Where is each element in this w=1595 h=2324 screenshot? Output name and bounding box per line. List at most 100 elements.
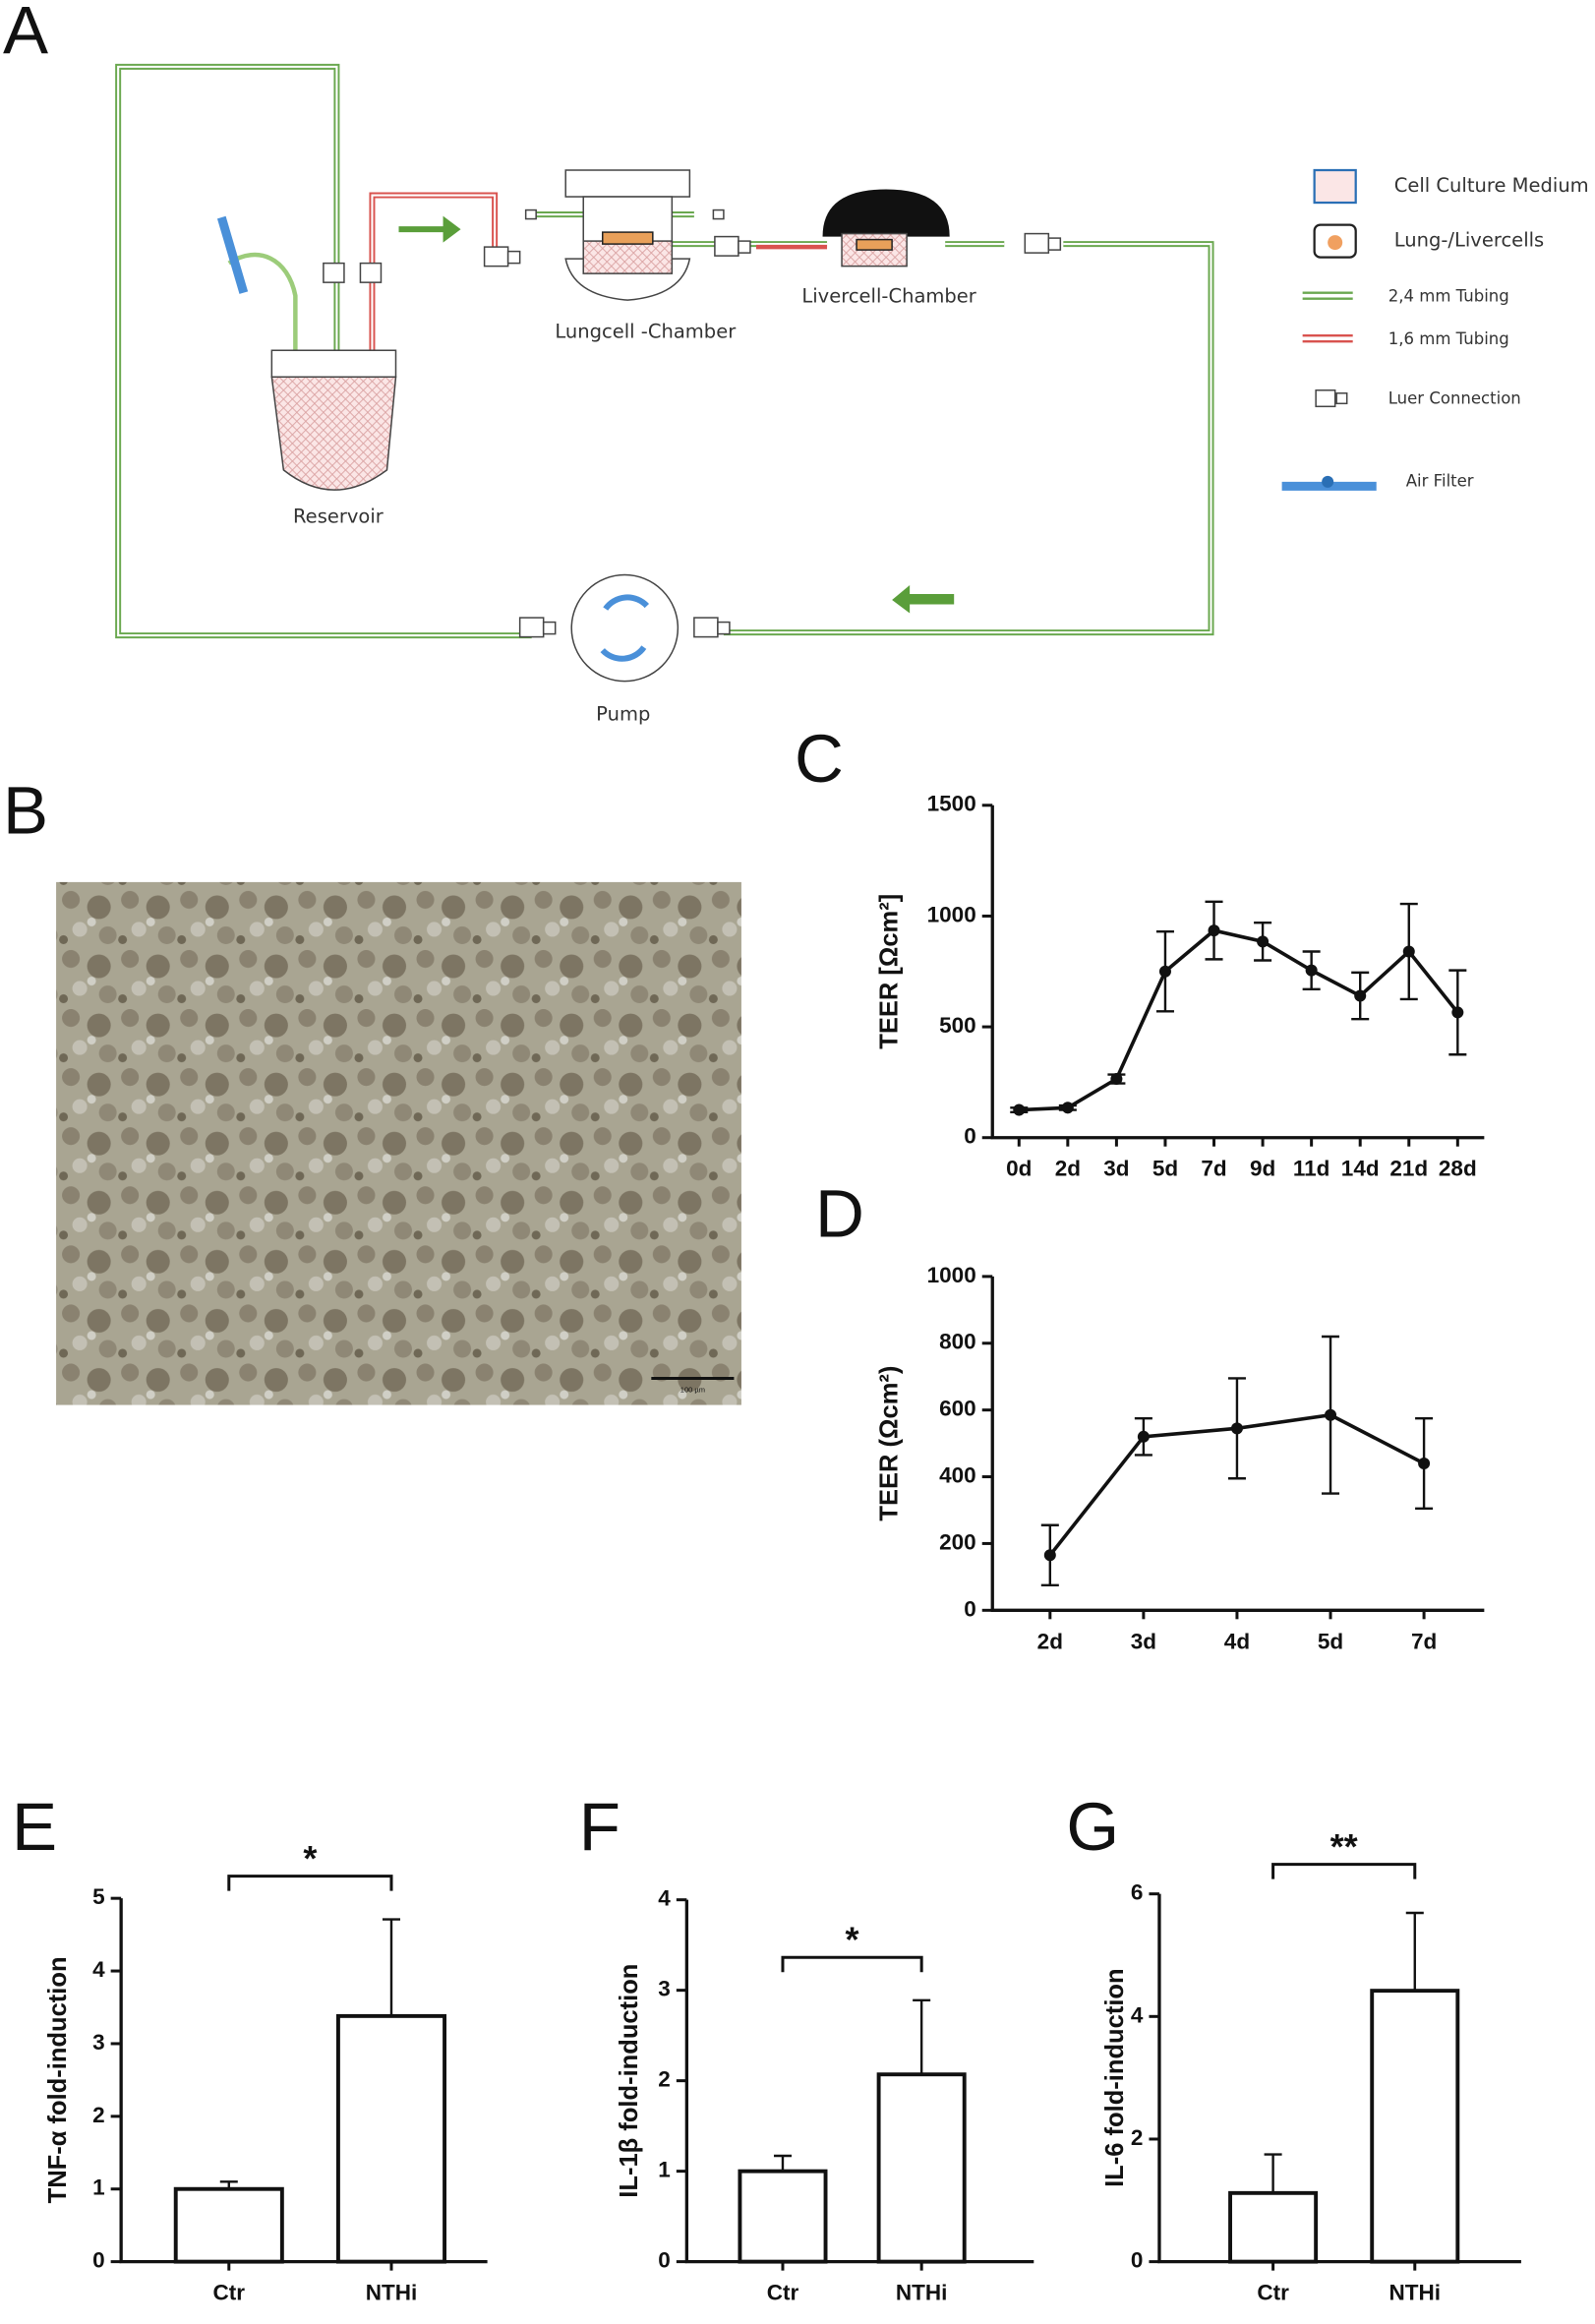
x-tick-label: 3d — [1131, 1629, 1156, 1653]
point — [1418, 1457, 1431, 1469]
x-tick-label: 5d — [1152, 1157, 1178, 1181]
y-tick-label: 500 — [939, 1013, 976, 1038]
point — [1043, 1549, 1056, 1562]
y-axis-label: IL-6 fold-induction — [1101, 1968, 1129, 2187]
x-tick-label: Ctr — [1257, 2281, 1289, 2305]
x-tick-label: 21d — [1389, 1157, 1428, 1181]
y-tick-label: 1 — [92, 2175, 105, 2200]
point — [1110, 1073, 1123, 1086]
significance-bracket — [227, 1875, 393, 1891]
bar — [173, 2186, 284, 2264]
y-axis-label: TNF-α fold-induction — [44, 1956, 72, 2203]
y-tick-label: 0 — [964, 1596, 976, 1621]
panel-letter: D — [815, 1175, 864, 1252]
point — [1402, 945, 1415, 958]
legend-label: Luer Connection — [1388, 388, 1521, 407]
point — [1230, 1422, 1243, 1435]
photo — [56, 881, 741, 1405]
x-tick-label: NTHi — [896, 2281, 948, 2305]
x-tick-label: 3d — [1103, 1157, 1129, 1181]
legend-label: Air Filter — [1406, 471, 1474, 490]
livercell-chamber — [822, 189, 950, 268]
point — [1158, 965, 1171, 978]
tubing-red-inner — [371, 194, 510, 355]
x-tick-label: Ctr — [213, 2281, 246, 2305]
x-tick-label: 11d — [1293, 1157, 1330, 1181]
diagram: A — [3, 0, 1589, 726]
y-tick-label: 0 — [658, 2248, 671, 2273]
x-tick-label: 4d — [1224, 1629, 1250, 1653]
x-tick-label: NTHi — [1389, 2281, 1442, 2305]
axis — [1157, 1893, 1521, 2264]
legend-label: Lung-/Livercells — [1394, 229, 1544, 252]
legend: Cell Culture Medium Lung-/Livercells 2,4… — [1281, 168, 1589, 491]
panel-letter: G — [1066, 1788, 1119, 1865]
bar — [876, 2072, 967, 2264]
x-tick-label: Ctr — [767, 2281, 799, 2305]
y-axis-label: IL-1β fold-induction — [616, 1964, 643, 2198]
axis — [990, 804, 1485, 1140]
significance-bracket — [1271, 1863, 1417, 1879]
scale-label: 100 µm — [680, 1386, 705, 1395]
y-tick-label: 4 — [1131, 2002, 1144, 2027]
bar — [1370, 1989, 1460, 2264]
x-tick-label: 9d — [1250, 1157, 1275, 1181]
y-tick-label: 0 — [92, 2248, 105, 2273]
legend-label: 1,6 mm Tubing — [1388, 329, 1509, 348]
y-tick-label: 4 — [658, 1886, 671, 1911]
label: Pump — [596, 703, 650, 726]
y-tick-label: 1000 — [927, 902, 976, 926]
x-tick-label: 7d — [1201, 1157, 1226, 1181]
panel-letter: C — [795, 720, 844, 797]
y-tick-label: 2 — [1131, 2125, 1144, 2150]
y-tick-label: 0 — [1131, 2248, 1144, 2273]
y-tick-label: 600 — [939, 1397, 976, 1421]
label: Reservoir — [293, 505, 384, 527]
point — [1354, 989, 1367, 1002]
y-tick-label: 1500 — [927, 792, 976, 816]
luer — [323, 209, 1062, 638]
x-tick-label: 0d — [1006, 1157, 1032, 1181]
significance-label: ** — [1330, 1826, 1358, 1867]
point — [1257, 935, 1270, 948]
y-tick-label: 400 — [939, 1462, 976, 1487]
significance-label: * — [846, 1920, 859, 1960]
y-tick-label: 2 — [92, 2103, 105, 2127]
panel-letter: E — [12, 1788, 57, 1865]
line — [1019, 928, 1459, 1112]
y-tick-label: 4 — [92, 1957, 105, 1982]
point — [1305, 964, 1318, 977]
significance-label: * — [303, 1838, 317, 1878]
y-tick-label: 0 — [964, 1124, 976, 1149]
point — [1137, 1430, 1150, 1443]
point — [1208, 924, 1220, 937]
x-tick-label: 7d — [1411, 1629, 1437, 1653]
legend-label: Cell Culture Medium — [1394, 174, 1589, 197]
filter-tube — [227, 252, 298, 355]
significance-bracket — [781, 1955, 923, 1973]
panel-letter: B — [3, 772, 48, 849]
bar — [1228, 2190, 1319, 2264]
x-tick-label: 14d — [1341, 1157, 1380, 1181]
y-tick-label: 1000 — [927, 1263, 976, 1287]
bar — [335, 2013, 447, 2264]
arrow — [892, 585, 955, 614]
label: Livercell-Chamber — [801, 285, 976, 308]
y-axis-label: TEER [Ωcm²] — [875, 894, 903, 1049]
x-tick-label: 28d — [1439, 1157, 1477, 1181]
axis — [990, 1276, 1485, 1612]
arrow — [398, 215, 461, 243]
micrograph: B 100 µm — [3, 772, 741, 1405]
pump — [570, 573, 679, 683]
y-tick-label: 200 — [939, 1529, 976, 1554]
tubing-red — [369, 192, 510, 355]
legend-label: 2,4 mm Tubing — [1388, 287, 1509, 306]
y-tick-label: 2 — [658, 2067, 671, 2092]
point — [1061, 1102, 1074, 1114]
point — [1451, 1006, 1464, 1019]
x-tick-label: 2d — [1037, 1629, 1063, 1653]
x-tick-label: 5d — [1318, 1629, 1343, 1653]
lungcell-chamber — [564, 169, 691, 301]
y-axis-label: TEER (Ωcm²) — [875, 1366, 903, 1521]
